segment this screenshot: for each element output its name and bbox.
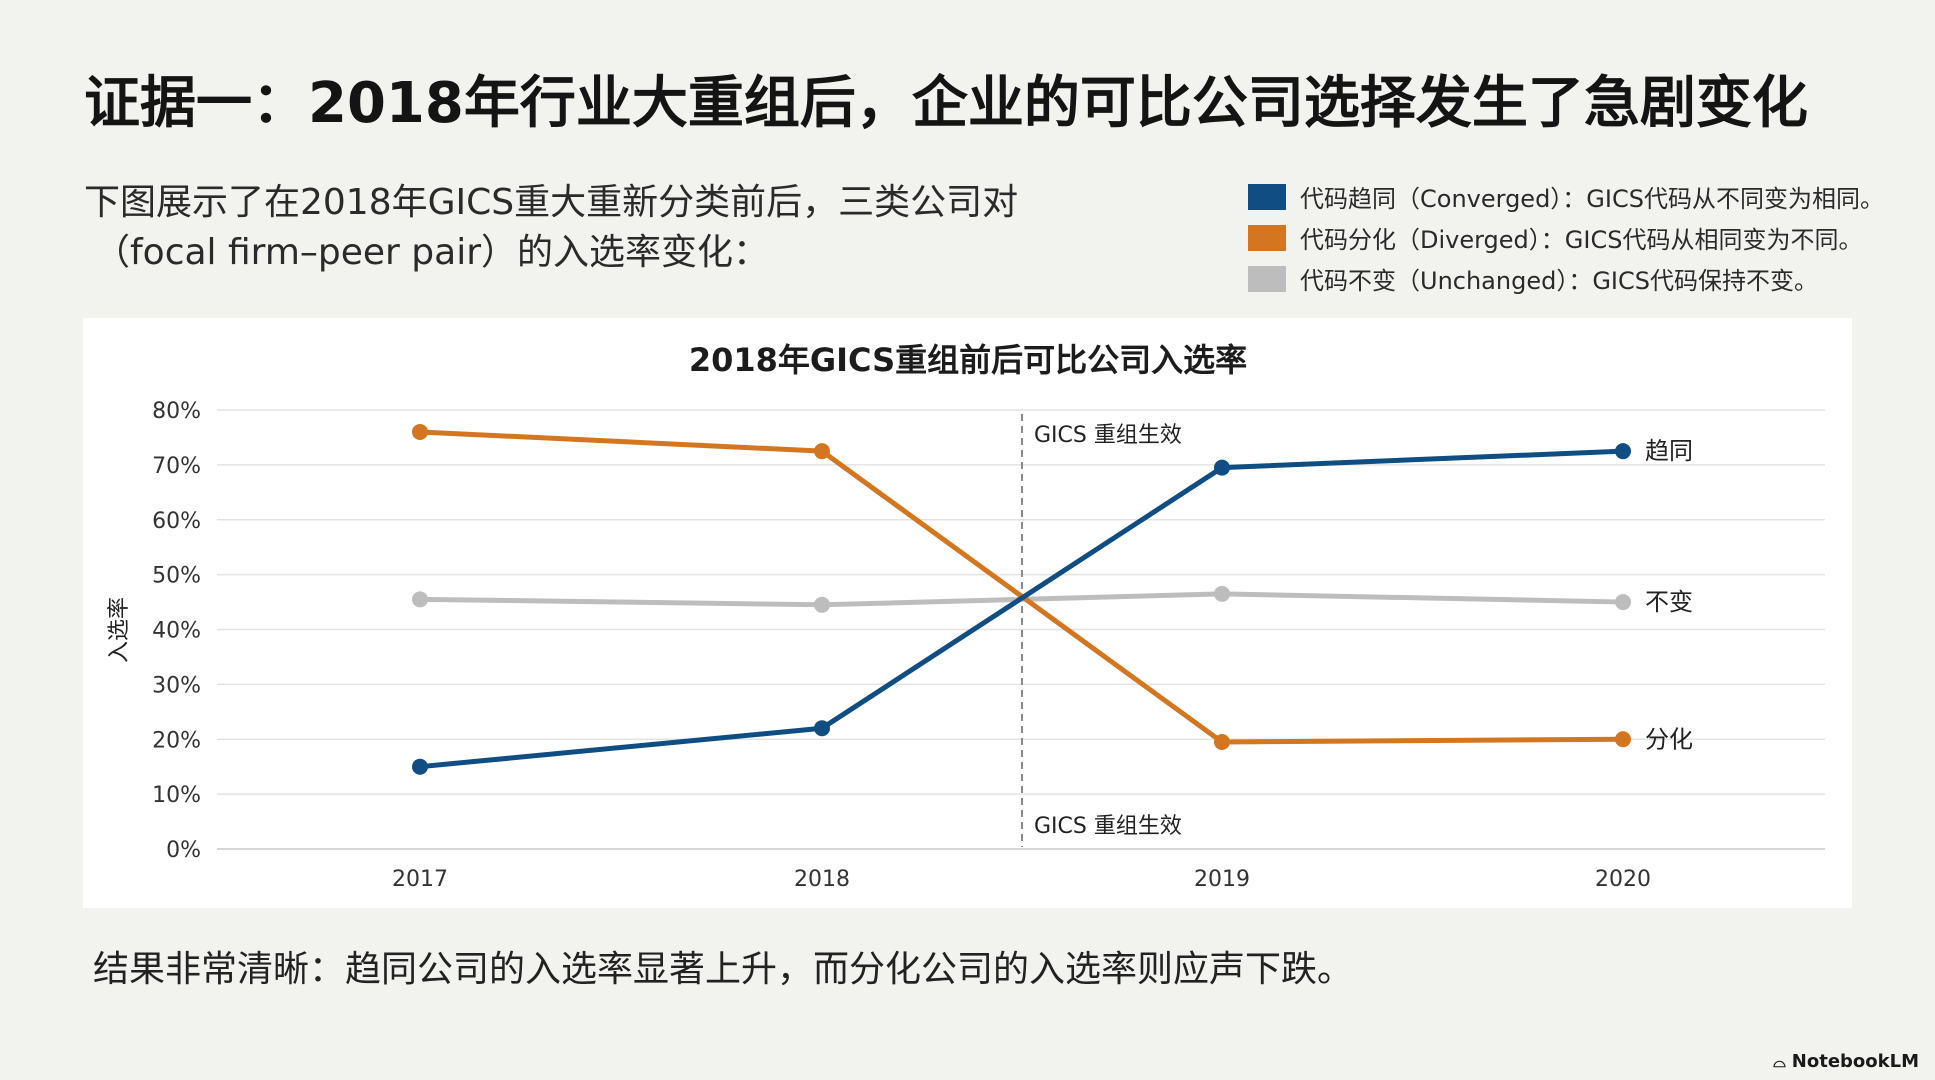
data-point — [412, 591, 428, 608]
conclusion-text: 结果非常清晰：趋同公司的入选率显著上升，而分化公司的入选率则应声下跌。 — [93, 949, 1354, 990]
y-axis-label: 入选率 — [107, 597, 132, 663]
chart-legend: 代码趋同（Converged）：GICS代码从不同变为相同。 代码分化（Dive… — [1248, 176, 1884, 299]
legend-swatch-diverged — [1248, 224, 1286, 251]
intro-line-1: 下图展示了在2018年GICS重大重新分类前后，三类公司对 — [84, 182, 1019, 223]
y-tick-label: 10% — [152, 783, 201, 808]
legend-swatch-unchanged — [1248, 265, 1286, 292]
data-point — [1615, 731, 1631, 748]
legend-swatch-converged — [1248, 183, 1286, 210]
data-point — [1214, 733, 1230, 750]
x-tick-label: 2018 — [794, 867, 850, 892]
chart-title: 2018年GICS重组前后可比公司入选率 — [689, 341, 1247, 379]
data-point — [412, 423, 428, 440]
y-tick-label: 60% — [152, 509, 201, 534]
y-tick-label: 30% — [152, 673, 201, 698]
intro-text: 下图展示了在2018年GICS重大重新分类前后，三类公司对 （focal fir… — [84, 178, 1204, 278]
legend-item-unchanged: 代码不变（Unchanged）：GICS代码保持不变。 — [1248, 258, 1884, 299]
legend-item-diverged: 代码分化（Diverged）：GICS代码从相同变为不同。 — [1248, 217, 1884, 258]
x-tick-label: 2017 — [392, 867, 448, 892]
notebooklm-logo-icon: ⌓ — [1773, 1051, 1786, 1071]
annotation-label-bottom: GICS 重组生效 — [1034, 814, 1182, 839]
data-point — [1214, 459, 1230, 476]
y-tick-label: 80% — [152, 399, 201, 424]
slide-title: 证据一：2018年行业大重组后，企业的可比公司选择发生了急剧变化 — [84, 71, 1808, 136]
legend-label-unchanged: 代码不变（Unchanged）：GICS代码保持不变。 — [1300, 267, 1819, 295]
data-point — [412, 758, 428, 775]
series-end-label: 分化 — [1645, 725, 1693, 753]
data-point — [1214, 585, 1230, 602]
legend-item-converged: 代码趋同（Converged）：GICS代码从不同变为相同。 — [1248, 176, 1884, 217]
y-tick-label: 40% — [152, 619, 201, 644]
y-tick-label: 0% — [166, 838, 201, 863]
x-tick-label: 2019 — [1194, 867, 1250, 892]
data-point — [1615, 594, 1631, 611]
data-point — [814, 720, 830, 737]
x-tick-label: 2020 — [1595, 867, 1651, 892]
y-tick-label: 20% — [152, 728, 201, 753]
y-tick-label: 50% — [152, 564, 201, 589]
intro-line-2: （focal firm–peer pair）的入选率变化： — [94, 232, 770, 273]
notebooklm-brand: ⌓ NotebookLM — [1773, 1051, 1919, 1072]
series-end-label: 趋同 — [1645, 437, 1693, 465]
legend-label-converged: 代码趋同（Converged）：GICS代码从不同变为相同。 — [1300, 185, 1884, 213]
chart-card: 2018年GICS重组前后可比公司入选率 入选率 0% 10% 20% 30% 40% 5… — [83, 318, 1852, 908]
line-chart: 2018年GICS重组前后可比公司入选率 入选率 0% 10% 20% 30% 40% 5… — [107, 341, 1825, 892]
data-point — [814, 596, 830, 613]
series-line — [417, 448, 1626, 770]
brand-label: NotebookLM — [1791, 1051, 1919, 1072]
legend-label-diverged: 代码分化（Diverged）：GICS代码从相同变为不同。 — [1300, 226, 1863, 254]
data-point — [1615, 443, 1631, 460]
series-end-label: 不变 — [1645, 588, 1693, 616]
y-tick-label: 70% — [152, 454, 201, 479]
data-point — [814, 443, 830, 460]
annotation-label-top: GICS 重组生效 — [1034, 423, 1182, 448]
